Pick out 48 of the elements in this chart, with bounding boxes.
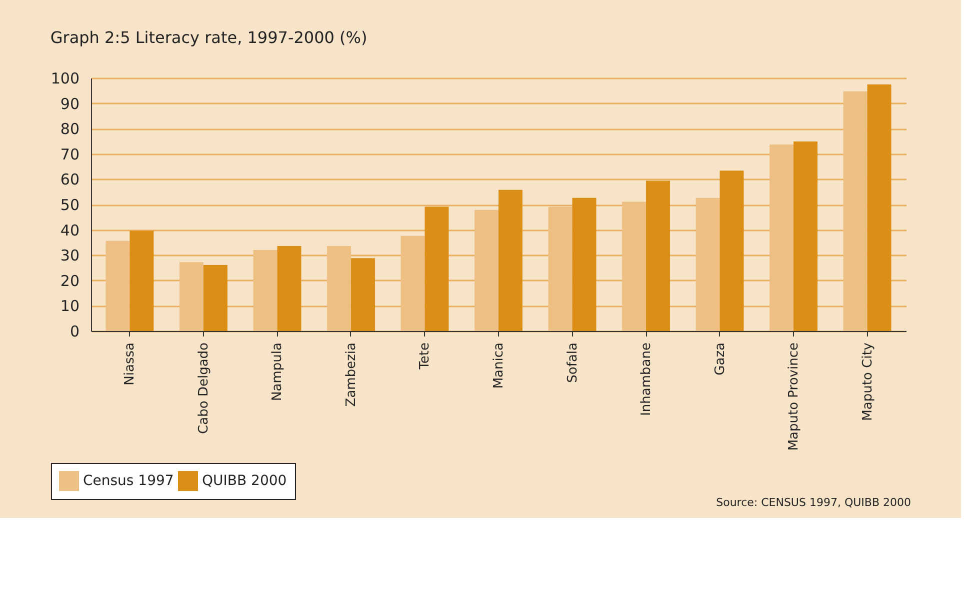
x-tick-label: Inhambane bbox=[639, 342, 654, 416]
x-tick-label: Niassa bbox=[122, 342, 138, 386]
y-tick-label: 20 bbox=[60, 272, 80, 290]
bar bbox=[867, 84, 892, 331]
legend-label: QUIBB 2000 bbox=[202, 473, 287, 489]
x-tick-label: Tete bbox=[418, 342, 433, 370]
x-tick-label: Cabo Delgado bbox=[196, 342, 212, 434]
bar bbox=[720, 170, 744, 331]
bar bbox=[794, 142, 818, 331]
y-tick-label: 60 bbox=[60, 170, 80, 189]
bar bbox=[572, 198, 596, 331]
bar bbox=[203, 264, 228, 331]
legend-label: Census 1997 bbox=[83, 473, 174, 489]
bar bbox=[646, 180, 670, 331]
bar bbox=[253, 250, 278, 331]
bar bbox=[350, 258, 375, 331]
y-tick-label: 90 bbox=[60, 94, 80, 113]
chart-title: Graph 2:5 Literacy rate, 1997-2000 (%) bbox=[50, 28, 368, 47]
bar bbox=[277, 246, 302, 331]
bar bbox=[130, 230, 154, 331]
bar bbox=[696, 198, 720, 331]
bar bbox=[622, 202, 646, 331]
x-tick-label: Gaza bbox=[712, 342, 728, 376]
bar bbox=[548, 206, 572, 331]
y-tick-label: 30 bbox=[60, 246, 80, 265]
y-tick-label: 0 bbox=[70, 322, 80, 340]
x-tick-label: Manica bbox=[492, 342, 506, 389]
y-tick-label: 80 bbox=[60, 120, 80, 138]
x-tick-label: Zambezia bbox=[344, 342, 359, 407]
x-tick-label: Nampula bbox=[270, 342, 286, 401]
bar bbox=[400, 236, 425, 331]
bar bbox=[106, 240, 130, 331]
bar bbox=[327, 246, 351, 331]
source-note: Source: CENSUS 1997, QUIBB 2000 bbox=[716, 496, 911, 509]
y-tick-label: 40 bbox=[60, 221, 80, 240]
x-tick-label: Sofala bbox=[565, 342, 580, 383]
x-tick-label: Maputo Province bbox=[786, 342, 802, 451]
x-tick-label: Maputo City bbox=[860, 342, 876, 421]
bar bbox=[498, 190, 522, 331]
y-tick-label: 100 bbox=[50, 70, 80, 88]
bar bbox=[474, 210, 498, 331]
bar bbox=[843, 91, 868, 331]
bar bbox=[424, 206, 449, 331]
y-tick-label: 50 bbox=[60, 196, 80, 214]
y-tick-label: 10 bbox=[60, 297, 80, 316]
bar bbox=[180, 262, 204, 331]
bar bbox=[770, 144, 794, 331]
y-tick-label: 70 bbox=[60, 145, 80, 164]
